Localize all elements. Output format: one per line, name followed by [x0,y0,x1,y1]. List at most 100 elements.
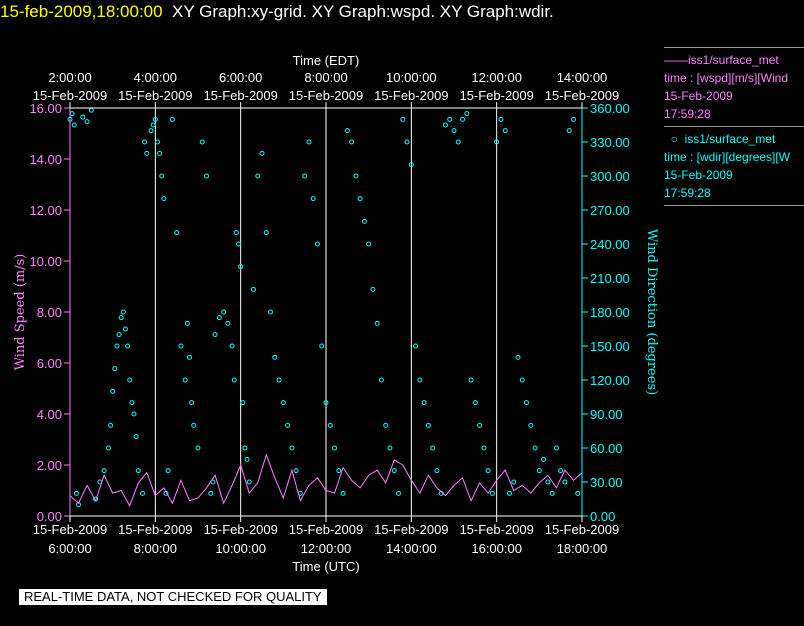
wdir-point [302,173,308,179]
wdir-point [150,122,156,128]
wdir-point [413,343,419,349]
wdir-point [545,479,551,485]
bottom-tick-date: 15-Feb-2009 [203,522,277,537]
legend-wdir-date: 15-Feb-2009 [664,168,733,182]
wdir-point [472,400,478,406]
left-tick-label: 14.00 [29,152,62,167]
wdir-point [562,479,568,485]
wdir-point [244,456,250,462]
bottom-tick-time: 8:00:00 [134,541,177,556]
wdir-point [157,150,163,156]
wdir-point [378,377,384,383]
header-title: XY Graph:xy-grid. XY Graph:wspd. XY Grap… [172,2,554,21]
wdir-point [105,445,111,451]
top-tick-time: 6:00:00 [219,70,262,85]
wdir-point [208,490,214,496]
wdir-point [189,400,195,406]
wdir-point [404,139,410,145]
bottom-tick-date: 15-Feb-2009 [545,522,619,537]
bottom-tick-date: 15-Feb-2009 [118,522,192,537]
left-tick-label: 0.00 [37,509,62,524]
left-tick-label: 10.00 [29,254,62,269]
wdir-point [314,241,320,247]
wdir-point [184,320,190,326]
wdir-point [323,400,329,406]
wdir-point [481,445,487,451]
bottom-tick-date: 15-Feb-2009 [289,522,363,537]
wdir-point [421,400,427,406]
wdir-point [336,468,342,474]
wdir-point [186,354,192,360]
wdir-point [400,116,406,122]
wdir-point [268,309,274,315]
wdir-point [120,309,126,315]
top-axis-label: Time (EDT) [293,53,360,68]
right-tick-label: 180.00 [590,305,630,320]
wdir-point [553,445,559,451]
wdir-point [430,445,436,451]
left-tick-label: 8.00 [37,305,62,320]
legend-wdir-name: ○ iss1/surface_met [664,132,776,146]
wdir-point [118,315,124,321]
wdir-series [67,107,581,508]
wdir-point [506,490,512,496]
wdir-point [195,445,201,451]
wdir-point [460,116,466,122]
right-axis-label: Wind Direction (degrees) [644,229,659,395]
wdir-point [370,286,376,292]
right-tick-label: 0.00 [590,509,615,524]
wdir-point [447,116,453,122]
wdir-point [408,162,414,168]
left-tick-label: 6.00 [37,356,62,371]
wdir-point [357,196,363,202]
wdir-point [361,218,367,224]
wdir-point [114,343,120,349]
wdir-point [498,116,504,122]
gridlines [154,108,583,516]
bottom-axis-label: Time (UTC) [292,559,359,574]
bottom-tick-time: 16:00:00 [471,541,522,556]
wdir-point [133,434,139,440]
wdir-point [236,241,242,247]
wdir-point [344,128,350,134]
bottom-tick-date: 15-Feb-2009 [459,522,533,537]
wdir-point [122,326,128,332]
wdir-point [263,230,269,236]
graph-header: 15-feb-2009,18:00:00 XY Graph:xy-grid. X… [0,0,554,26]
wdir-point [541,456,547,462]
legend-wspd-name-text: iss1/surface_met [688,53,779,67]
wdir-point [127,377,133,383]
wdir-point [306,139,312,145]
wdir-point [319,343,325,349]
wdir-point [566,128,572,134]
wdir-point [110,388,116,394]
wdir-point [152,116,158,122]
wdir-point [71,122,77,128]
wdir-point [570,116,576,122]
wdir-point [129,400,135,406]
wdir-point [212,332,218,338]
bottom-tick-date: 15-Feb-2009 [374,522,448,537]
wdir-point [293,468,299,474]
wdir-point [148,128,154,134]
right-tick-label: 90.00 [590,407,623,422]
wdir-point [387,445,393,451]
legend-divider [664,126,804,127]
wdir-point [511,479,517,485]
bottom-tick-date: 15-Feb-2009 [33,522,107,537]
wdir-point [229,343,235,349]
wdir-point [502,128,508,134]
wdir-point [165,468,171,474]
wdir-point [161,196,167,202]
wdir-point [101,468,107,474]
bottom-tick-time: 18:00:00 [557,541,608,556]
wdir-point [349,139,355,145]
wdir-point [558,468,564,474]
wdir-point [142,139,148,145]
header-date: 15-feb-2009,18:00:00 [0,2,163,21]
wdir-point [182,377,188,383]
legend-divider [664,205,804,206]
wdir-point [242,445,248,451]
bottom-tick-time: 14:00:00 [386,541,437,556]
